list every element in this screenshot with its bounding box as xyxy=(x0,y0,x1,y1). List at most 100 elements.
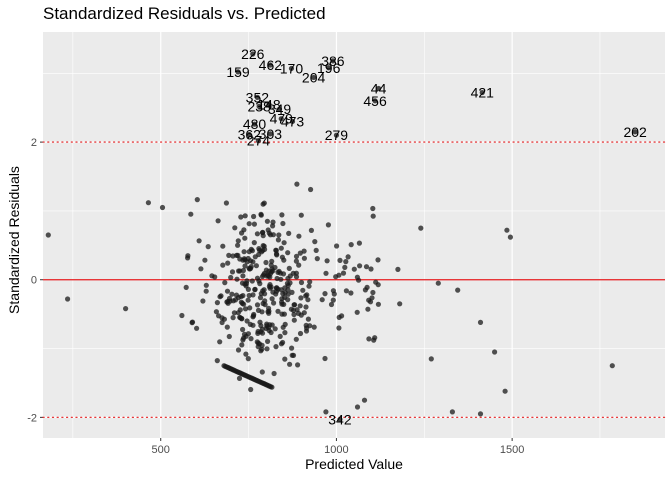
data-point xyxy=(323,409,329,415)
data-point xyxy=(361,397,368,403)
data-point xyxy=(245,286,251,292)
data-point xyxy=(269,322,275,328)
outlier-point xyxy=(267,131,273,137)
y-tick-label: -2 xyxy=(27,412,37,424)
data-point xyxy=(278,276,284,282)
outlier-label: 456 xyxy=(363,93,387,109)
data-point xyxy=(225,300,231,306)
data-point xyxy=(370,289,376,296)
data-point xyxy=(241,301,247,307)
data-point xyxy=(242,306,249,312)
outlier-point xyxy=(235,69,241,75)
data-point xyxy=(259,346,265,352)
outlier-point xyxy=(267,62,273,68)
data-point xyxy=(356,240,362,246)
data-point xyxy=(296,262,302,268)
outlier-label: 279 xyxy=(325,127,349,143)
data-point xyxy=(229,269,236,275)
data-point xyxy=(375,257,381,263)
outlier-point xyxy=(256,103,262,109)
data-point xyxy=(268,329,274,336)
data-point xyxy=(226,252,232,258)
outlier-label: 44 xyxy=(371,80,387,96)
data-point xyxy=(297,250,303,256)
outlier-label: 386 xyxy=(321,53,345,69)
data-point xyxy=(343,259,349,265)
data-point xyxy=(354,309,360,315)
data-point xyxy=(239,342,245,348)
x-axis-label: Predicted Value xyxy=(305,456,403,472)
data-point xyxy=(228,274,234,281)
data-point xyxy=(507,234,513,240)
data-point xyxy=(295,362,301,368)
data-point xyxy=(238,214,244,220)
data-point xyxy=(255,307,262,313)
data-point xyxy=(336,325,342,331)
data-point xyxy=(270,223,276,229)
data-point xyxy=(65,296,71,302)
data-point xyxy=(217,294,223,300)
data-point xyxy=(268,262,274,268)
data-point xyxy=(285,275,291,282)
data-point xyxy=(202,257,208,263)
data-point xyxy=(303,304,309,310)
data-point xyxy=(249,278,255,284)
data-point xyxy=(449,409,455,415)
data-point xyxy=(260,288,266,294)
data-point xyxy=(214,300,220,306)
data-point xyxy=(269,384,275,390)
outlier-label: 159 xyxy=(226,64,250,80)
data-point xyxy=(258,211,264,217)
data-point xyxy=(194,197,200,203)
data-point xyxy=(282,356,288,362)
outlier-point xyxy=(372,98,378,104)
data-point xyxy=(229,291,235,297)
data-point xyxy=(367,299,374,305)
data-point xyxy=(306,283,312,289)
data-point xyxy=(188,211,194,217)
data-point xyxy=(260,229,266,235)
data-point xyxy=(265,309,271,315)
data-point xyxy=(279,212,285,218)
data-point xyxy=(297,330,304,337)
data-point xyxy=(257,281,263,287)
data-point xyxy=(253,263,259,269)
data-point xyxy=(254,302,261,308)
data-point xyxy=(226,295,233,302)
data-point xyxy=(280,271,287,277)
data-point xyxy=(226,333,232,340)
outlier-label: 421 xyxy=(471,85,495,101)
data-point xyxy=(224,288,231,294)
x-tick-label: 500 xyxy=(152,444,170,456)
data-point xyxy=(256,341,263,347)
outlier-label: 352 xyxy=(246,89,270,105)
data-point xyxy=(240,326,246,333)
outlier-label: 362 xyxy=(238,127,262,143)
data-point xyxy=(257,247,263,253)
data-point xyxy=(241,249,247,255)
data-point xyxy=(273,247,279,254)
data-point xyxy=(292,302,298,308)
data-point xyxy=(303,293,309,299)
data-point xyxy=(248,265,254,271)
data-point xyxy=(250,259,256,265)
data-point xyxy=(189,319,196,325)
data-point xyxy=(238,293,244,300)
outlier-label: 170 xyxy=(280,60,304,76)
y-tick-label: 0 xyxy=(31,275,37,287)
data-point xyxy=(264,273,270,279)
data-point xyxy=(354,404,361,410)
data-point xyxy=(308,227,314,233)
data-point xyxy=(267,285,273,291)
data-point xyxy=(269,258,275,264)
data-point xyxy=(281,257,287,263)
data-point xyxy=(252,254,258,260)
outlier-label: 303 xyxy=(259,126,283,142)
data-point xyxy=(328,301,335,308)
data-point xyxy=(275,237,281,243)
data-point xyxy=(239,316,245,322)
outlier-point xyxy=(479,89,485,96)
data-point xyxy=(330,297,336,303)
data-point xyxy=(220,262,226,268)
